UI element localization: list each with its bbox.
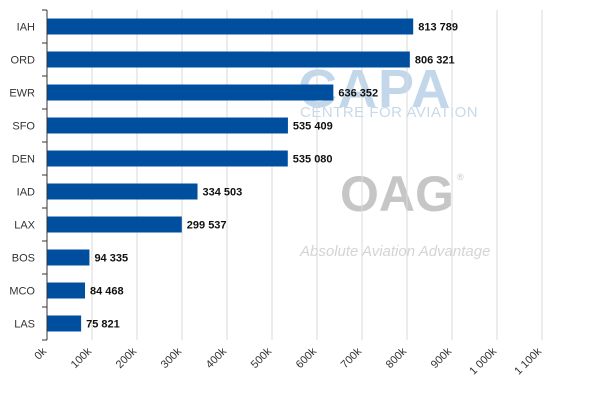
value-label: 806 321 xyxy=(415,55,455,67)
category-labels: IAH ORD EWR SFO DEN IAD LAX BOS MCO LAS xyxy=(9,22,35,331)
x-tick-label: 500k xyxy=(249,345,275,371)
value-label: 299 537 xyxy=(187,220,227,232)
x-tick-label: 900k xyxy=(429,345,455,371)
x-tick-label: 400k xyxy=(204,345,230,371)
bar xyxy=(47,150,288,167)
value-label: 334 503 xyxy=(203,187,243,199)
x-tick-label: 300k xyxy=(159,345,185,371)
category-label: BOS xyxy=(12,253,35,265)
axes xyxy=(42,9,48,341)
bar xyxy=(47,249,90,266)
category-label: LAX xyxy=(14,220,35,232)
category-label: DEN xyxy=(12,154,35,166)
value-label: 75 821 xyxy=(86,319,120,331)
value-label: 94 335 xyxy=(94,253,128,265)
bar xyxy=(47,117,288,134)
category-label: SFO xyxy=(12,121,35,133)
category-label: IAD xyxy=(17,187,35,199)
value-label: 535 080 xyxy=(293,154,333,166)
category-label: IAH xyxy=(17,22,35,34)
x-tick-label: 200k xyxy=(114,345,140,371)
x-tick-label: 0k xyxy=(32,345,49,362)
x-tick-label: 1 100k xyxy=(512,345,544,377)
bar xyxy=(47,183,198,200)
value-label: 84 468 xyxy=(90,286,124,298)
x-tick-label: 1 000k xyxy=(467,345,499,377)
x-tick-label: 700k xyxy=(339,345,365,371)
category-label: ORD xyxy=(11,55,36,67)
value-labels: 813 789 806 321 636 352 535 409 535 080 334 5… xyxy=(86,22,458,331)
value-label: 636 352 xyxy=(338,88,378,100)
x-tick-label: 800k xyxy=(384,345,410,371)
bar xyxy=(47,315,82,332)
x-tick-label: 600k xyxy=(294,345,320,371)
value-label: 535 409 xyxy=(293,121,333,133)
category-label: LAS xyxy=(14,319,35,331)
category-label: EWR xyxy=(9,88,35,100)
bar xyxy=(47,18,414,35)
category-label: MCO xyxy=(9,286,35,298)
value-label: 813 789 xyxy=(418,22,458,34)
bar xyxy=(47,84,334,101)
bar xyxy=(47,216,182,233)
bar xyxy=(47,282,86,299)
x-tick-labels: 0k 100k 200k 300k 400k 500k 600k 700k 800k 900k 1 … xyxy=(32,345,544,377)
bar xyxy=(47,51,410,68)
bars xyxy=(47,18,414,332)
x-tick-label: 100k xyxy=(69,345,95,371)
